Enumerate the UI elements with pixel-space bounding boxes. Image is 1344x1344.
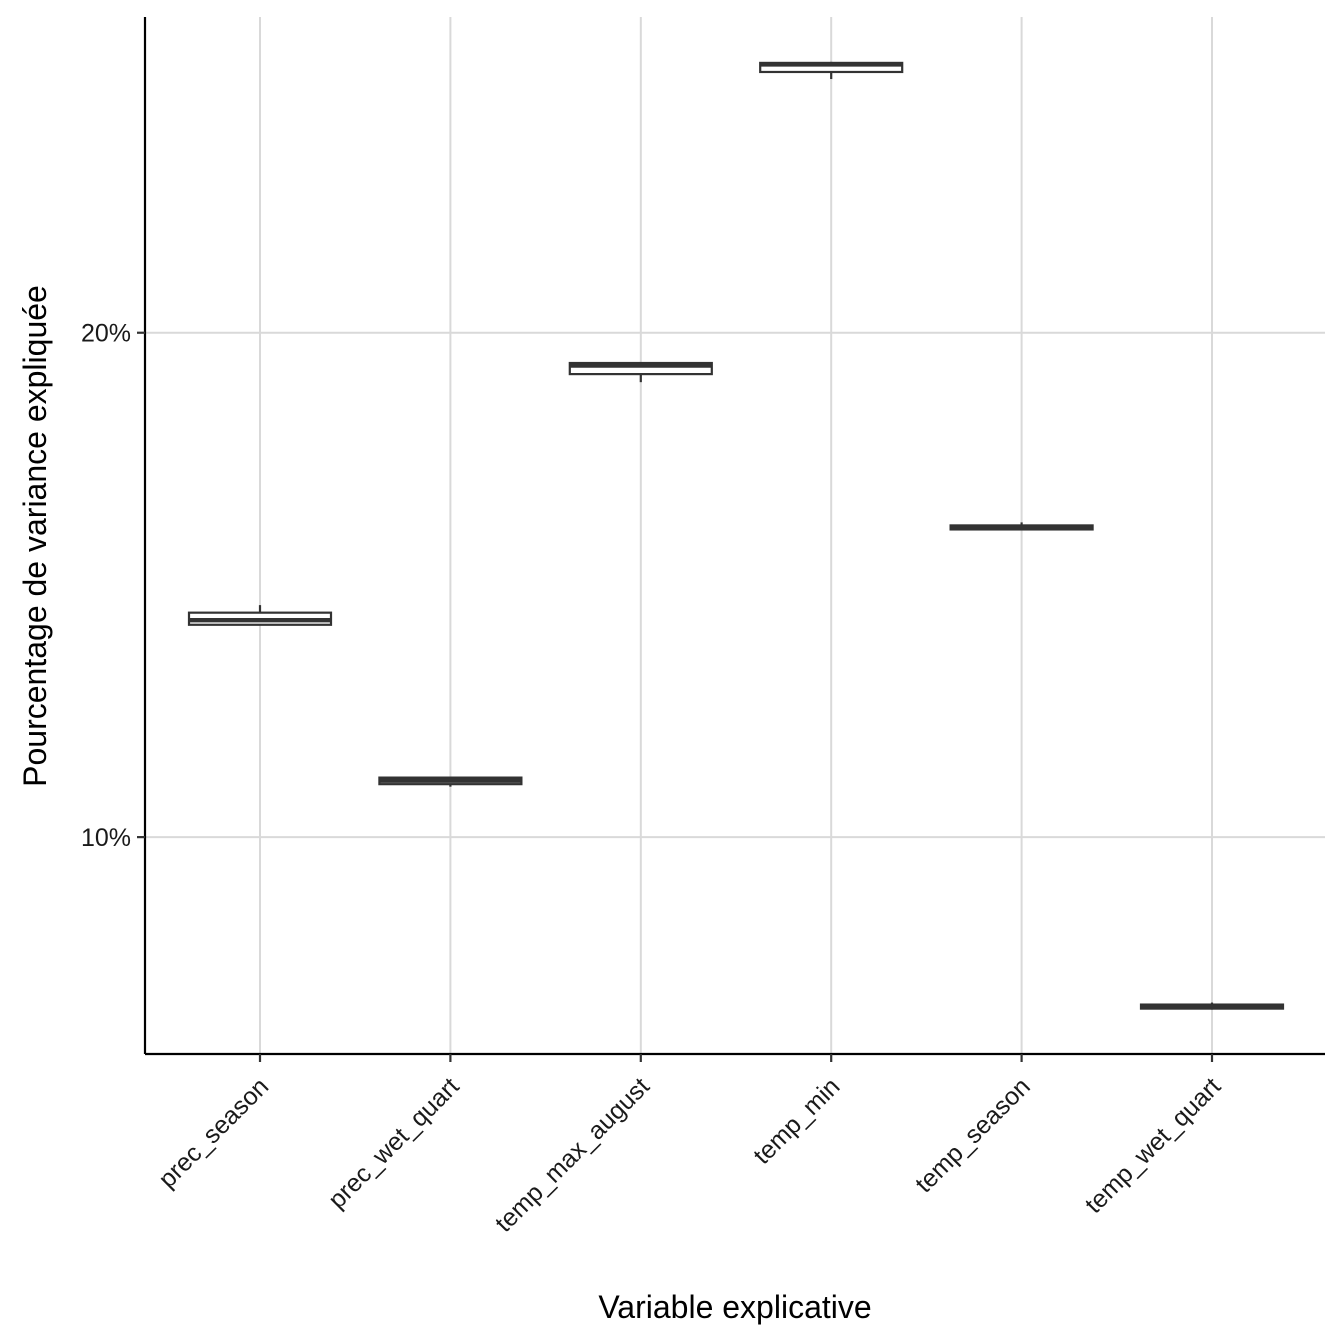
box-temp_season (949, 522, 1094, 531)
y-axis-title: Pourcentage de variance expliquée (17, 285, 53, 787)
x-tick-label: prec_season (153, 1072, 274, 1193)
box-temp_min (759, 61, 904, 80)
y-tick-label: 10% (81, 824, 131, 852)
box-prec_season (187, 605, 333, 626)
x-axis-title: Variable explicative (598, 1289, 871, 1325)
box-temp_wet_quart (1139, 1002, 1285, 1010)
gridlines (145, 17, 1325, 1054)
box-temp_max_august (568, 361, 713, 383)
x-tick-label: temp_wet_quart (1080, 1072, 1227, 1219)
ticks: 10% 20% prec_season prec_wet_quart temp_max_… (81, 320, 1226, 1238)
x-tick-label: temp_season (910, 1072, 1036, 1198)
y-tick-label: 20% (81, 320, 131, 348)
x-tick-label: temp_min (748, 1072, 845, 1169)
box-iqr (568, 361, 713, 376)
x-tick-label: prec_wet_quart (323, 1072, 465, 1214)
box-prec_wet_quart (378, 776, 523, 787)
x-tick-label: temp_max_august (490, 1072, 655, 1237)
axes (143, 17, 1325, 1056)
boxes (187, 61, 1285, 1010)
